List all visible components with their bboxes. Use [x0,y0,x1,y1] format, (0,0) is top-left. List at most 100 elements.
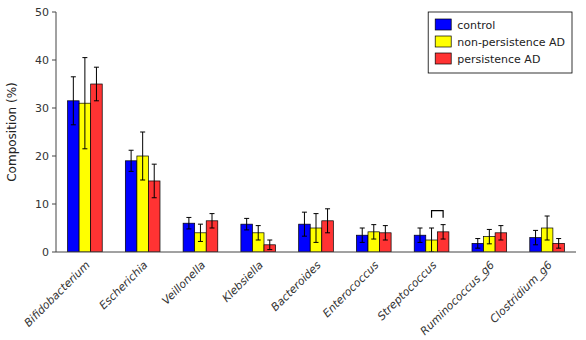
error-cap [94,100,99,101]
error-cap [267,240,272,241]
error-bar [383,226,388,240]
error-cap [267,249,272,250]
error-cap [129,150,134,151]
error-bar [498,226,503,240]
x-tick-label: Streptococcus [375,258,440,323]
error-cap [360,242,365,243]
y-tick-label: 30 [35,102,49,115]
error-line [500,226,501,240]
error-cap [82,148,87,149]
error-line [316,214,317,243]
error-cap [82,57,87,58]
error-bar [71,77,76,125]
error-cap [210,213,215,214]
error-cap [186,217,191,218]
error-line [373,225,374,239]
error-cap [129,171,134,172]
x-tick-label: Klebsiella [220,258,266,304]
error-cap [198,241,203,242]
error-cap [140,132,145,133]
y-tick [52,108,56,109]
legend-swatch [435,53,451,64]
error-bar [487,229,492,243]
error-cap [71,124,76,125]
error-bar [533,230,538,244]
error-line [154,164,155,198]
error-bar [314,214,319,243]
error-bar [198,224,203,241]
error-cap [360,228,365,229]
error-bar [418,228,423,242]
x-tick-label: Ruminococcus_g6 [418,259,497,338]
error-bar [129,150,134,171]
x-tick-label: Escherichia [97,258,151,312]
y-tick-label: 50 [35,6,49,19]
bars [68,58,565,252]
error-bar [82,58,87,149]
error-bar [429,228,434,252]
error-cap [418,228,423,229]
y-tick-label: 0 [42,246,49,259]
significance-bracket [432,211,444,218]
error-cap [302,236,307,237]
error-cap [198,224,203,225]
error-line [269,240,270,250]
error-cap [210,228,215,229]
error-cap [244,218,249,219]
error-cap [498,225,503,226]
error-cap [545,216,550,217]
error-line [142,132,143,180]
error-cap [152,197,157,198]
error-line [96,67,97,101]
error-bar [545,216,550,240]
error-line [246,218,247,230]
error-line [304,212,305,236]
error-bar [325,209,330,233]
bar [125,161,137,252]
error-cap [498,240,503,241]
error-cap [441,224,446,225]
error-line [258,226,259,240]
error-bar [475,239,480,249]
error-bar [140,132,145,180]
legend-swatch [435,36,451,47]
error-cap [371,239,376,240]
error-bar [152,164,157,198]
error-cap [140,180,145,181]
error-bar [360,228,365,242]
error-bar [267,240,272,250]
error-bar [556,239,561,249]
error-cap [441,239,446,240]
error-line [477,239,478,249]
legend-frame [428,12,572,73]
error-line [489,229,490,243]
legend-swatch [435,19,451,30]
error-cap [325,208,330,209]
error-bar [94,67,99,101]
x-tick-label: Bifidobacterium [22,259,93,330]
error-line [188,217,189,229]
x-tick-label: Bacteroides [268,258,323,313]
x-tick-label: Enterococcus [320,258,382,320]
error-line [420,228,421,242]
y-tick-label: 40 [35,54,49,67]
error-cap [533,244,538,245]
error-bar [441,225,446,239]
error-line [200,224,201,241]
error-cap [152,164,157,165]
y-axis [56,12,57,252]
error-cap [487,229,492,230]
error-line [73,77,74,125]
error-cap [314,242,319,243]
y-tick [52,156,56,157]
error-line [327,209,328,233]
y-axis-label: Composition (%) [5,82,19,182]
y-tick [52,204,56,205]
y-tick [52,60,56,61]
error-cap [186,228,191,229]
y-tick [52,12,56,13]
error-cap [256,240,261,241]
error-line [535,230,536,244]
error-cap [244,229,249,230]
error-cap [475,248,480,249]
